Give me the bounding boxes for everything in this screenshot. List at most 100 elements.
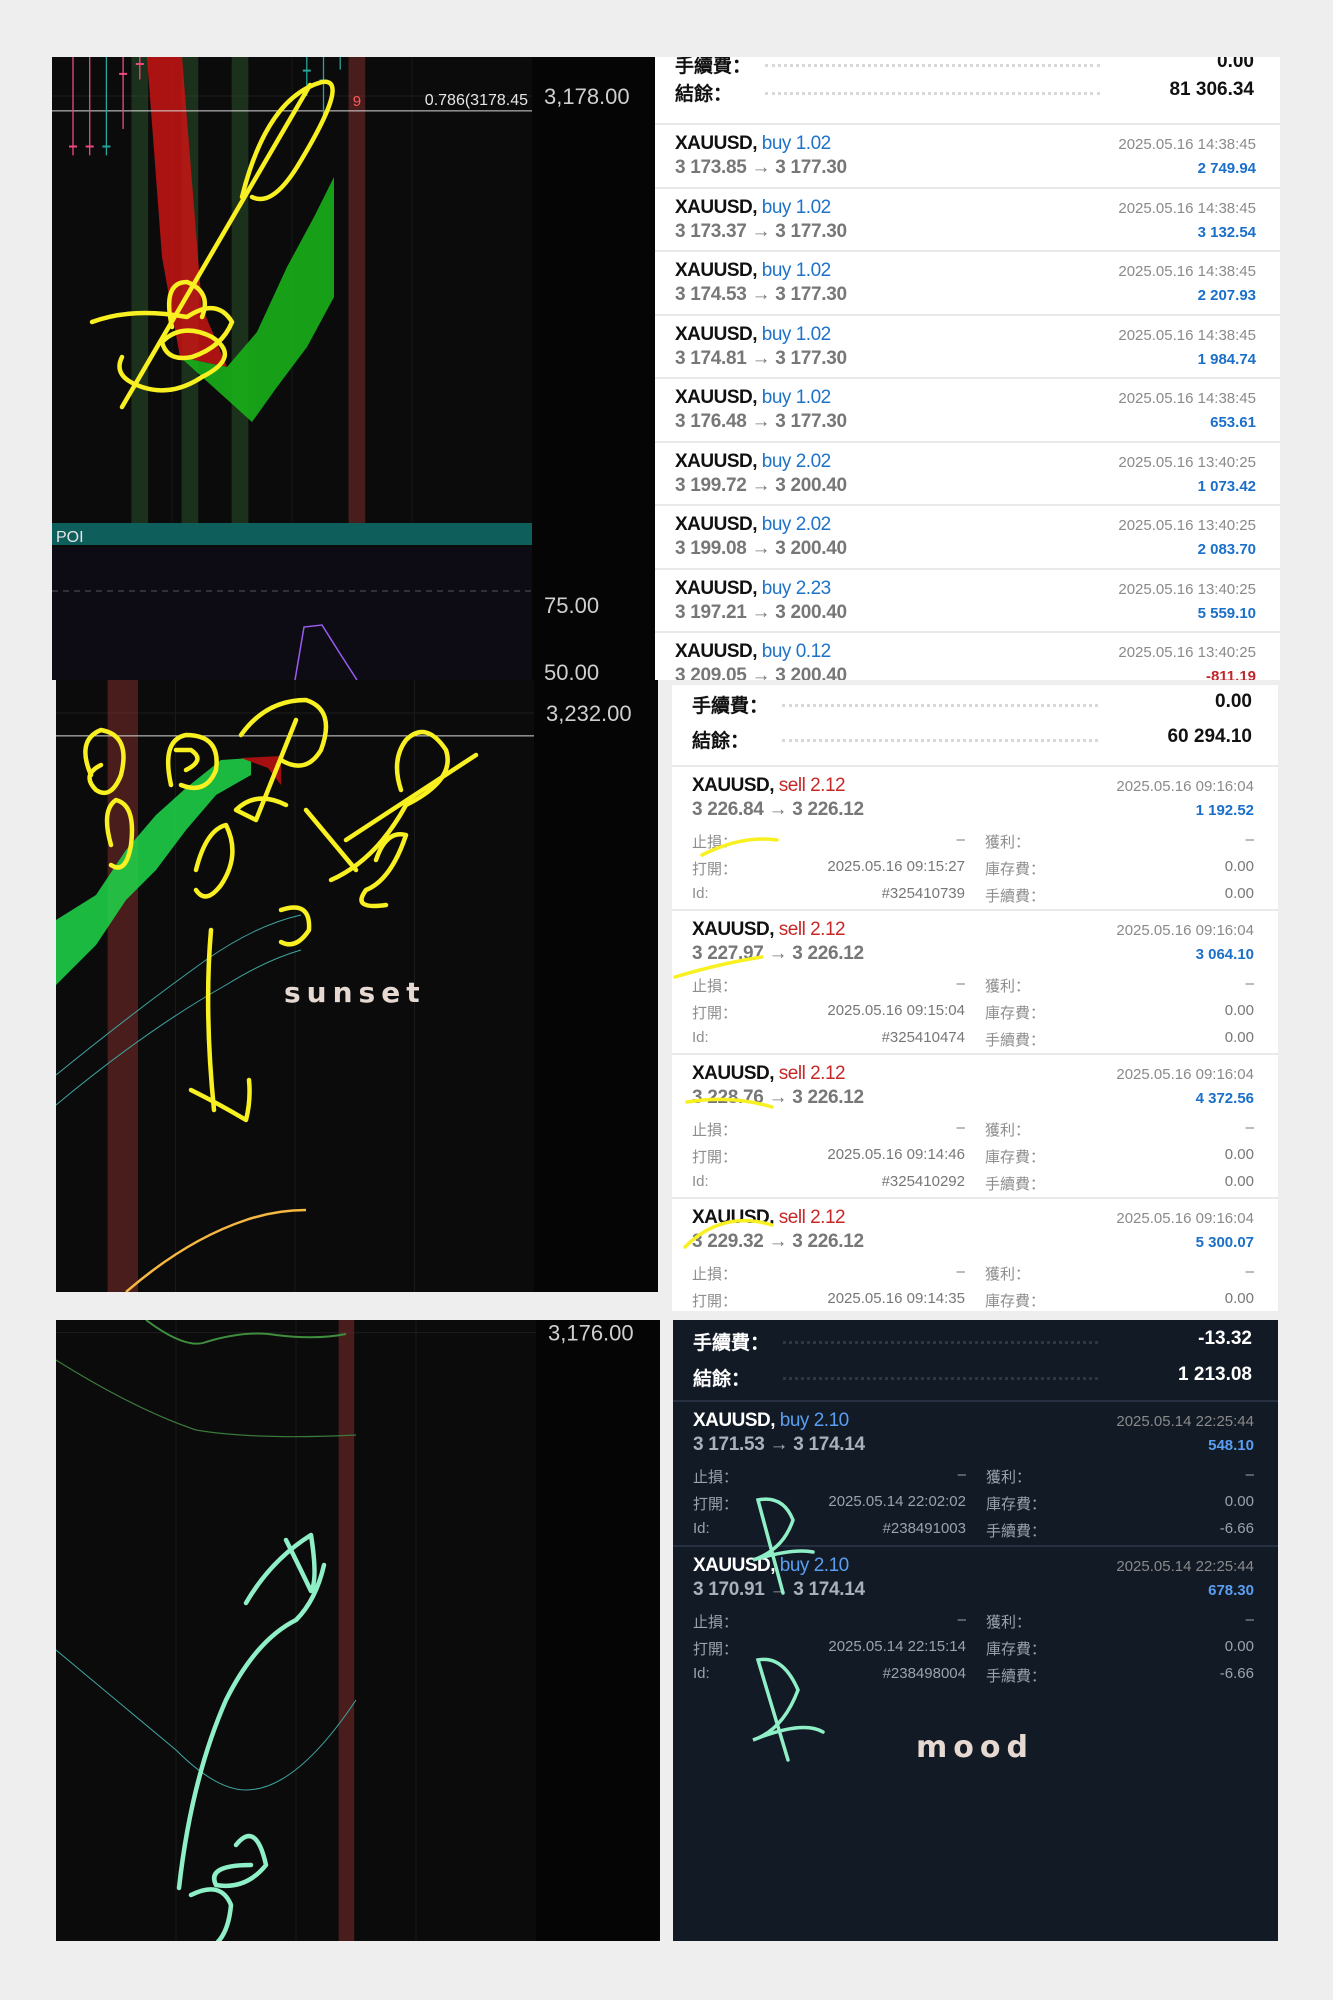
chart-canvas[interactable]: 1(3222.57)1433,232.003,230.003,228.003,2…	[56, 680, 658, 1292]
price-axis[interactable]	[534, 680, 658, 1292]
candlestick[interactable]	[135, 57, 144, 80]
trade-side: sell	[778, 1207, 806, 1228]
trade-volume: 2.02	[795, 450, 831, 472]
trade-symbol-line: XAUUSD, sell 2.12	[692, 1207, 846, 1229]
price-axis-label: 3,178.00	[544, 84, 630, 109]
trade-row[interactable]: XAUUSD, buy 2.23 3 197.21 → 3 200.40 2025.…	[655, 567, 1280, 634]
candlestick[interactable]	[85, 57, 94, 156]
trade-row[interactable]: XAUUSD, sell 2.12 3 229.32 → 3 226.12 2025…	[672, 1197, 1278, 1311]
detail-label-open: 打開：	[692, 1293, 738, 1310]
trade-symbol-line: XAUUSD, sell 2.12	[692, 1063, 846, 1085]
trade-row[interactable]: XAUUSD, sell 2.12 3 226.84 → 3 226.12 2025…	[672, 765, 1278, 911]
trade-row[interactable]: XAUUSD, buy 1.02 3 173.37 → 3 177.30 2025.…	[655, 186, 1280, 253]
detail-label-commission: 手續費：	[986, 1523, 1047, 1540]
trade-symbol: XAUUSD,	[692, 1207, 775, 1228]
trade-row[interactable]: XAUUSD, buy 0.12 3 209.05 → 3 200.40 2025.…	[655, 631, 1280, 680]
session-highlight-band	[231, 57, 249, 545]
candlestick[interactable]	[336, 57, 344, 70]
leader-dots	[765, 64, 1100, 67]
trade-row[interactable]: XAUUSD, buy 2.10 3 170.91 → 3 174.14 2025.…	[673, 1545, 1278, 1692]
trade-row[interactable]: XAUUSD, buy 2.02 3 199.08 → 3 200.40 2025.…	[655, 504, 1280, 570]
trade-side: sell	[778, 775, 806, 796]
candlestick[interactable]	[69, 57, 77, 156]
detail-label-sl: 止損：	[692, 1122, 738, 1139]
trade-symbol: XAUUSD,	[692, 775, 775, 796]
detail-label-sl: 止損：	[693, 1614, 739, 1631]
trade-profit: 1 192.52	[1195, 802, 1254, 819]
signal-marker-label: 9	[353, 93, 361, 110]
session-highlight-band	[338, 1320, 355, 1941]
trade-history-list-middle[interactable]: 手續費： 0.00 結餘： 60 294.10 XAUUSD, sell 2.12 3 2…	[672, 685, 1278, 1311]
detail-label-tp: 獲利：	[985, 1266, 1031, 1283]
trade-history-list-bottom[interactable]: 手續費： -13.32 結餘： 1 213.08 XAUUSD, buy 2.10 3 1…	[673, 1320, 1278, 1941]
trade-open-close-prices: 3 209.05 → 3 200.40	[675, 665, 847, 680]
chart-canvas[interactable]: 0.786(3172.86)963633,176.003,175.003,174…	[56, 1320, 660, 1941]
oscillator-line	[294, 624, 358, 680]
trade-row[interactable]: XAUUSD, buy 1.02 3 173.85 → 3 177.30 2025.…	[655, 123, 1280, 189]
detail-value-tp: –	[1245, 1611, 1254, 1628]
price-axis-label: 3,232.00	[546, 701, 632, 726]
trade-row[interactable]: XAUUSD, sell 2.12 3 228.76 → 3 226.12 2025…	[672, 1053, 1278, 1199]
detail-value-swap: 0.00	[1224, 858, 1254, 875]
watermark-text: sunset	[284, 976, 426, 1009]
trade-symbol: XAUUSD,	[692, 1063, 775, 1084]
handwritten-annotation	[233, 697, 329, 823]
trade-row[interactable]: XAUUSD, buy 2.10 3 171.53 → 3 174.14 2025.…	[673, 1400, 1278, 1547]
trade-row[interactable]: XAUUSD, buy 2.02 3 199.72 → 3 200.40 2025.…	[655, 440, 1280, 507]
oscillator-axis-label: 50.00	[544, 660, 599, 680]
summary-value: 0.00	[1215, 691, 1252, 712]
trade-profit: 3 064.10	[1195, 946, 1254, 963]
trade-side: buy	[761, 133, 792, 154]
trade-open-close-prices: 3 170.91 → 3 174.14	[693, 1579, 865, 1600]
price-axis[interactable]	[536, 1320, 660, 1941]
detail-value-id: #325410739	[881, 885, 965, 902]
detail-value-id: #238498004	[882, 1665, 966, 1682]
detail-label-tp: 獲利：	[986, 1469, 1032, 1486]
trade-side: buy	[779, 1555, 810, 1576]
handwritten-annotation	[193, 822, 235, 899]
trade-row[interactable]: XAUUSD, buy 1.02 3 176.48 → 3 177.30 2025.…	[655, 377, 1280, 443]
handwritten-annotation	[359, 832, 409, 909]
trade-open-close-prices: 3 228.76 → 3 226.12	[692, 1087, 864, 1108]
candlestick[interactable]	[119, 57, 128, 129]
handwritten-annotation	[188, 927, 252, 1123]
price-axis[interactable]	[532, 57, 655, 680]
trade-side: sell	[778, 1063, 806, 1084]
chart-canvas[interactable]: POI75.0050.000.786(3178.451(3169.06)9321…	[52, 57, 655, 680]
trade-close-time: 2025.05.14 22:25:44	[1116, 1413, 1254, 1430]
detail-label-swap: 庫存費：	[985, 1149, 1046, 1166]
trade-row[interactable]: XAUUSD, buy 1.02 3 174.81 → 3 177.30 2025.…	[655, 313, 1280, 380]
price-chart-middle[interactable]: 1(3222.57)1433,232.003,230.003,228.003,2…	[56, 680, 658, 1292]
price-chart-top[interactable]: POI75.0050.000.786(3178.451(3169.06)9321…	[52, 57, 655, 680]
trade-history-list-top[interactable]: 手續費： 0.00 結餘： 81 306.34 XAUUSD, buy 1.02 3 17…	[655, 57, 1280, 680]
detail-value-swap: 0.00	[1224, 1002, 1254, 1019]
trade-side: buy	[761, 196, 792, 218]
detail-label-sl: 止損：	[692, 978, 738, 995]
detail-label-id: Id:	[693, 1520, 710, 1537]
trade-open-close-prices: 3 173.85 → 3 177.30	[675, 157, 847, 178]
trade-symbol-line: XAUUSD, buy 0.12	[675, 641, 831, 663]
detail-label-sl: 止損：	[693, 1469, 739, 1486]
trade-volume: 2.12	[810, 1063, 846, 1084]
trade-profit: 2 749.94	[1197, 160, 1256, 177]
trade-volume: 1.02	[795, 323, 831, 345]
summary-value: 0.00	[1217, 57, 1254, 72]
trade-side: buy	[761, 450, 792, 472]
candlestick[interactable]	[102, 57, 111, 156]
trade-profit: 548.10	[1208, 1437, 1254, 1454]
candlestick[interactable]	[302, 57, 311, 96]
trade-row[interactable]: XAUUSD, sell 2.12 3 227.97 → 3 226.12 2025…	[672, 909, 1278, 1055]
trade-symbol-line: XAUUSD, buy 1.02	[675, 260, 831, 282]
trade-row[interactable]: XAUUSD, buy 1.02 3 174.53 → 3 177.30 2025.…	[655, 250, 1280, 316]
trade-symbol: XAUUSD,	[675, 323, 758, 345]
price-chart-bottom[interactable]: 0.786(3172.86)963633,176.003,175.003,174…	[56, 1320, 660, 1941]
trade-symbol-line: XAUUSD, buy 1.02	[675, 133, 831, 155]
trade-open-close-prices: 3 171.53 → 3 174.14	[693, 1434, 865, 1455]
detail-value-sl: –	[956, 1119, 965, 1136]
handwritten-annotation	[119, 82, 313, 410]
summary-value: -13.32	[1198, 1328, 1252, 1349]
summary-value: 60 294.10	[1167, 726, 1252, 747]
trade-symbol: XAUUSD,	[693, 1410, 776, 1431]
bollinger-upper	[56, 1359, 357, 1438]
handwritten-annotation	[89, 306, 235, 393]
